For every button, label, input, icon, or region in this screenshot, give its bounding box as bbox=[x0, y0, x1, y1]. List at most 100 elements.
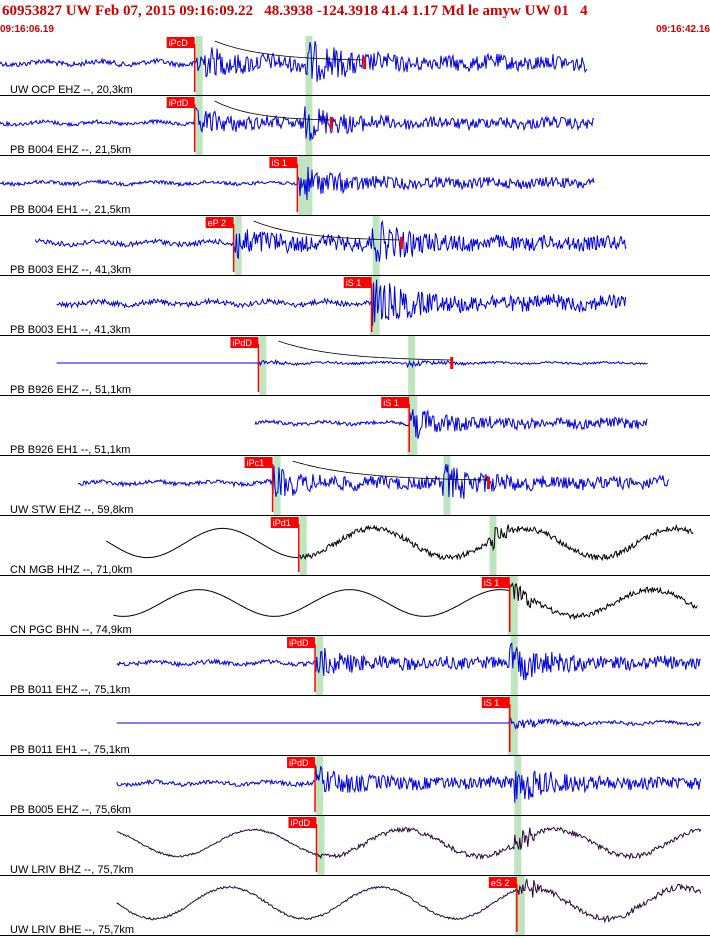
pick-box-13 bbox=[288, 817, 317, 828]
pick-box-5 bbox=[230, 337, 259, 348]
station-label-8: CN MGB HHZ --, 71,0km bbox=[10, 564, 132, 576]
waveform-0 bbox=[0, 40, 588, 82]
station-label-0: UW OCP EHZ --, 20,3km bbox=[10, 84, 133, 96]
pick-window-11-s bbox=[507, 696, 515, 756]
pick-window-0-1 bbox=[305, 36, 313, 96]
trace-10: iPdD PB B011 EHZ --, 75,1km bbox=[0, 636, 710, 696]
waveform-11 bbox=[116, 717, 702, 731]
event-header-title: 60953827 UW Feb 07, 2015 09:16:09.22 48.… bbox=[2, 3, 588, 19]
waveform-3 bbox=[34, 219, 627, 262]
pick-label-3: eP 2 bbox=[208, 218, 226, 228]
waveform-7 bbox=[77, 463, 670, 499]
trace-7: iPc1 UW STW EHZ --, 59,8km bbox=[0, 456, 710, 516]
station-label-4: PB B003 EH1 --, 41,3km bbox=[10, 324, 130, 336]
pick-window-0-0 bbox=[195, 36, 203, 96]
trace-8: iPd1 CN MGB HHZ --, 71,0km bbox=[0, 516, 710, 576]
pick-window-6-s bbox=[407, 396, 415, 456]
coda-curve-1 bbox=[214, 100, 331, 121]
pick-label-6: iS 1 bbox=[383, 398, 399, 408]
coda-curve-0 bbox=[214, 40, 363, 61]
pick-box-12 bbox=[287, 757, 316, 768]
trace-12: iPdD PB B005 EHZ --, 75,6km bbox=[0, 756, 710, 816]
trace-3: eP 2 PB B003 EHZ --, 41,3km bbox=[0, 216, 710, 276]
waveform-14 bbox=[116, 879, 702, 924]
pick-window-3-0 bbox=[234, 216, 242, 276]
trace-5: iPdD PB B926 EHZ --, 51,1km bbox=[0, 336, 710, 396]
pick-box-11 bbox=[481, 697, 510, 708]
pick-label-7: iPc1 bbox=[247, 458, 265, 468]
pick-window-13-0 bbox=[317, 816, 325, 876]
window-start-time: 09:16:06.19 bbox=[0, 24, 54, 35]
trace-9: iS 1 CN PGC BHN --, 74,9km bbox=[0, 576, 710, 636]
station-label-7: UW STW EHZ --, 59,8km bbox=[10, 504, 133, 516]
pick-box-10 bbox=[287, 637, 316, 648]
pick-window-1-0 bbox=[195, 96, 203, 156]
waveform-5 bbox=[56, 359, 648, 369]
trace-2: iS 1 PB B004 EH1 --, 21,5km bbox=[0, 156, 710, 216]
station-label-10: PB B011 EHZ --, 75,1km bbox=[10, 684, 130, 696]
pick-box-0 bbox=[166, 37, 195, 48]
station-label-6: PB B926 EH1 --, 51,1km bbox=[10, 444, 130, 456]
pick-box-9 bbox=[481, 577, 510, 588]
pick-label-12: iPdD bbox=[289, 758, 309, 768]
pick-box-8 bbox=[270, 517, 299, 528]
pick-window-7-0 bbox=[273, 456, 281, 516]
trace-6: iS 1 PB B926 EH1 --, 51,1km bbox=[0, 396, 710, 456]
trace-13: iPdD UW LRIV BHZ --, 75,7km bbox=[0, 816, 710, 876]
pick-window-1-1 bbox=[305, 96, 313, 156]
pick-label-5: iPdD bbox=[232, 338, 252, 348]
coda-curve-3 bbox=[253, 220, 400, 241]
pick-box-1 bbox=[166, 97, 195, 108]
pick-window-12-0 bbox=[316, 756, 324, 816]
waveform-1 bbox=[0, 106, 595, 141]
trace-14: eS 2 UW LRIV BHE --, 75,7km bbox=[0, 876, 710, 936]
station-label-13: UW LRIV BHZ --, 75,7km bbox=[10, 864, 133, 876]
waveform-9 bbox=[113, 582, 698, 621]
station-label-1: PB B004 EHZ --, 21,5km bbox=[10, 144, 131, 156]
pick-label-2: iS 1 bbox=[271, 158, 287, 168]
pick-label-11: iS 1 bbox=[484, 698, 500, 708]
pick-label-1: iPdD bbox=[169, 98, 189, 108]
pick-box-3 bbox=[205, 217, 234, 228]
pick-window-3-1 bbox=[372, 216, 380, 276]
pick-window-5-1 bbox=[408, 336, 416, 396]
pick-box-6 bbox=[381, 397, 410, 408]
pick-window-9-s bbox=[507, 576, 515, 636]
station-label-11: PB B011 EH1 --, 75,1km bbox=[10, 744, 130, 756]
waveform-4 bbox=[56, 279, 627, 326]
pick-box-2 bbox=[269, 157, 298, 168]
pick-window-14-s bbox=[514, 876, 522, 936]
pick-label-10: iPdD bbox=[289, 638, 309, 648]
pick-window-7-1 bbox=[443, 456, 451, 516]
station-label-3: PB B003 EHZ --, 41,3km bbox=[10, 264, 131, 276]
pick-box-4 bbox=[343, 277, 372, 288]
coda-curve-7 bbox=[292, 460, 487, 481]
station-label-2: PB B004 EH1 --, 21,5km bbox=[10, 204, 130, 216]
waveform-10 bbox=[116, 642, 701, 681]
pick-label-0: iPcD bbox=[169, 38, 189, 48]
pick-label-14: eS 2 bbox=[491, 878, 510, 888]
waveform-13 bbox=[116, 826, 702, 861]
pick-label-8: iPd1 bbox=[273, 518, 291, 528]
pick-window-10-1 bbox=[510, 636, 518, 696]
waveform-12 bbox=[116, 765, 702, 803]
waveform-6 bbox=[254, 409, 648, 439]
station-label-9: CN PGC BHN --, 74,9km bbox=[10, 624, 132, 636]
pick-label-4: iS 1 bbox=[346, 278, 362, 288]
trace-4: iS 1 PB B003 EH1 --, 41,3km bbox=[0, 276, 710, 336]
waveform-8 bbox=[105, 524, 694, 562]
station-label-14: UW LRIV BHE --, 75,7km bbox=[10, 924, 134, 936]
window-end-time: 09:16:42.16 bbox=[656, 24, 710, 35]
trace-1: iPdD PB B004 EHZ --, 21,5km bbox=[0, 96, 710, 156]
station-label-5: PB B926 EHZ --, 51,1km bbox=[10, 384, 131, 396]
pick-label-13: iPdD bbox=[290, 818, 310, 828]
pick-window-5-0 bbox=[259, 336, 267, 396]
pick-box-14 bbox=[488, 877, 517, 888]
trace-0: iPcD UW OCP EHZ --, 20,3km bbox=[0, 36, 710, 96]
pick-box-7 bbox=[244, 457, 273, 468]
station-label-12: PB B005 EHZ --, 75,6km bbox=[10, 804, 131, 816]
pick-window-8-0 bbox=[299, 516, 307, 576]
trace-11: iS 1 PB B011 EH1 --, 75,1km bbox=[0, 696, 710, 756]
pick-label-9: iS 1 bbox=[484, 578, 500, 588]
